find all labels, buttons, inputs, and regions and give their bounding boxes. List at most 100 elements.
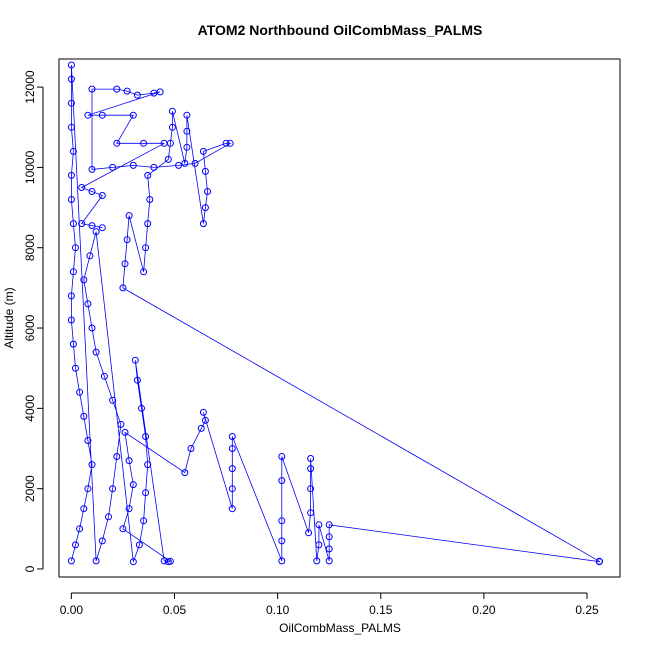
data-point: [228, 445, 236, 452]
data-point: [80, 276, 88, 284]
data-point: [140, 268, 148, 276]
data-point: [92, 557, 100, 565]
data-point: [121, 260, 129, 268]
data-point: [228, 485, 236, 493]
data-point: [144, 171, 152, 179]
data-point: [67, 61, 75, 69]
data-point: [84, 485, 92, 493]
data-point: [228, 465, 236, 473]
data-point: [168, 107, 176, 115]
x-tick-label: 0.20: [472, 603, 496, 617]
data-point: [109, 485, 117, 493]
plot-frame: [58, 58, 621, 578]
data-point: [133, 376, 141, 384]
chart-title: ATOM2 Northbound OilCombMass_PALMS: [198, 22, 483, 38]
y-tick-label: 0: [23, 565, 37, 572]
series-line: [71, 64, 600, 563]
data-point: [84, 111, 92, 119]
data-point: [307, 455, 315, 462]
data-point: [199, 220, 207, 228]
data-point: [160, 139, 168, 147]
data-point: [72, 364, 79, 372]
data-point: [113, 85, 121, 93]
data-point: [156, 88, 164, 96]
data-point: [146, 196, 154, 203]
data-point: [166, 557, 174, 565]
series-layer: [67, 61, 603, 566]
data-point: [199, 147, 207, 155]
data-point: [144, 461, 152, 469]
data-point: [183, 143, 191, 151]
x-tick-label: 0.10: [266, 603, 290, 617]
data-point: [201, 416, 209, 424]
data-point: [100, 372, 108, 380]
data-point: [129, 111, 137, 119]
y-tick-label: 12000: [23, 70, 37, 104]
data-point: [92, 228, 100, 236]
x-tick-label: 0.05: [163, 603, 187, 617]
data-point: [278, 477, 286, 485]
data-point: [67, 123, 75, 131]
data-point: [201, 167, 209, 175]
x-tick-label: 0.15: [369, 603, 393, 617]
data-point: [313, 557, 321, 565]
data-point: [69, 268, 77, 276]
data-point: [67, 75, 75, 83]
data-point: [142, 244, 150, 252]
x-axis-label: OilCombMass_PALMS: [279, 621, 401, 635]
data-point: [69, 220, 77, 228]
data-point: [76, 388, 84, 396]
data-point: [187, 445, 195, 452]
data-point: [164, 155, 172, 163]
data-point: [183, 111, 191, 119]
data-point: [278, 537, 286, 545]
data-point: [84, 437, 92, 444]
data-point: [78, 184, 86, 191]
data-point: [191, 159, 199, 167]
y-axis-label: Altitude (m): [2, 287, 16, 348]
data-point: [181, 159, 189, 167]
y-tick-label: 4000: [23, 395, 37, 422]
data-point: [67, 316, 75, 324]
data-point: [315, 521, 323, 529]
data-point: [168, 123, 176, 131]
data-point: [140, 139, 148, 147]
data-point: [226, 139, 234, 147]
data-point: [307, 465, 315, 473]
data-point: [307, 509, 315, 517]
data-point: [121, 428, 129, 436]
data-point: [278, 557, 286, 565]
data-point: [67, 196, 75, 203]
data-point: [125, 505, 133, 513]
data-point: [88, 324, 96, 332]
data-point: [278, 453, 286, 460]
data-point: [72, 541, 79, 549]
data-point: [129, 481, 137, 489]
data-point: [204, 188, 211, 195]
data-point: [67, 171, 75, 179]
data-point: [150, 163, 158, 171]
data-point: [199, 408, 207, 416]
x-tick-label: 0.25: [575, 603, 599, 617]
data-point: [325, 557, 333, 565]
data-point: [119, 525, 127, 533]
data-point: [305, 529, 313, 537]
data-point: [123, 236, 131, 244]
x-tick-label: 0.00: [60, 603, 84, 617]
data-point: [105, 513, 112, 521]
data-point: [142, 489, 150, 497]
data-point: [67, 292, 75, 300]
data-point: [197, 424, 205, 432]
data-point: [129, 161, 137, 169]
data-point: [228, 505, 236, 513]
data-point: [181, 469, 189, 477]
data-point: [88, 461, 96, 469]
data-point: [80, 505, 88, 513]
data-point: [595, 557, 603, 565]
x-axis: 0.00 0.05 0.10 0.15 0.20 0.25: [60, 592, 599, 617]
data-point: [183, 127, 191, 135]
data-point: [123, 87, 131, 95]
data-point: [131, 356, 139, 364]
data-point: [67, 99, 75, 107]
data-point: [228, 433, 236, 440]
